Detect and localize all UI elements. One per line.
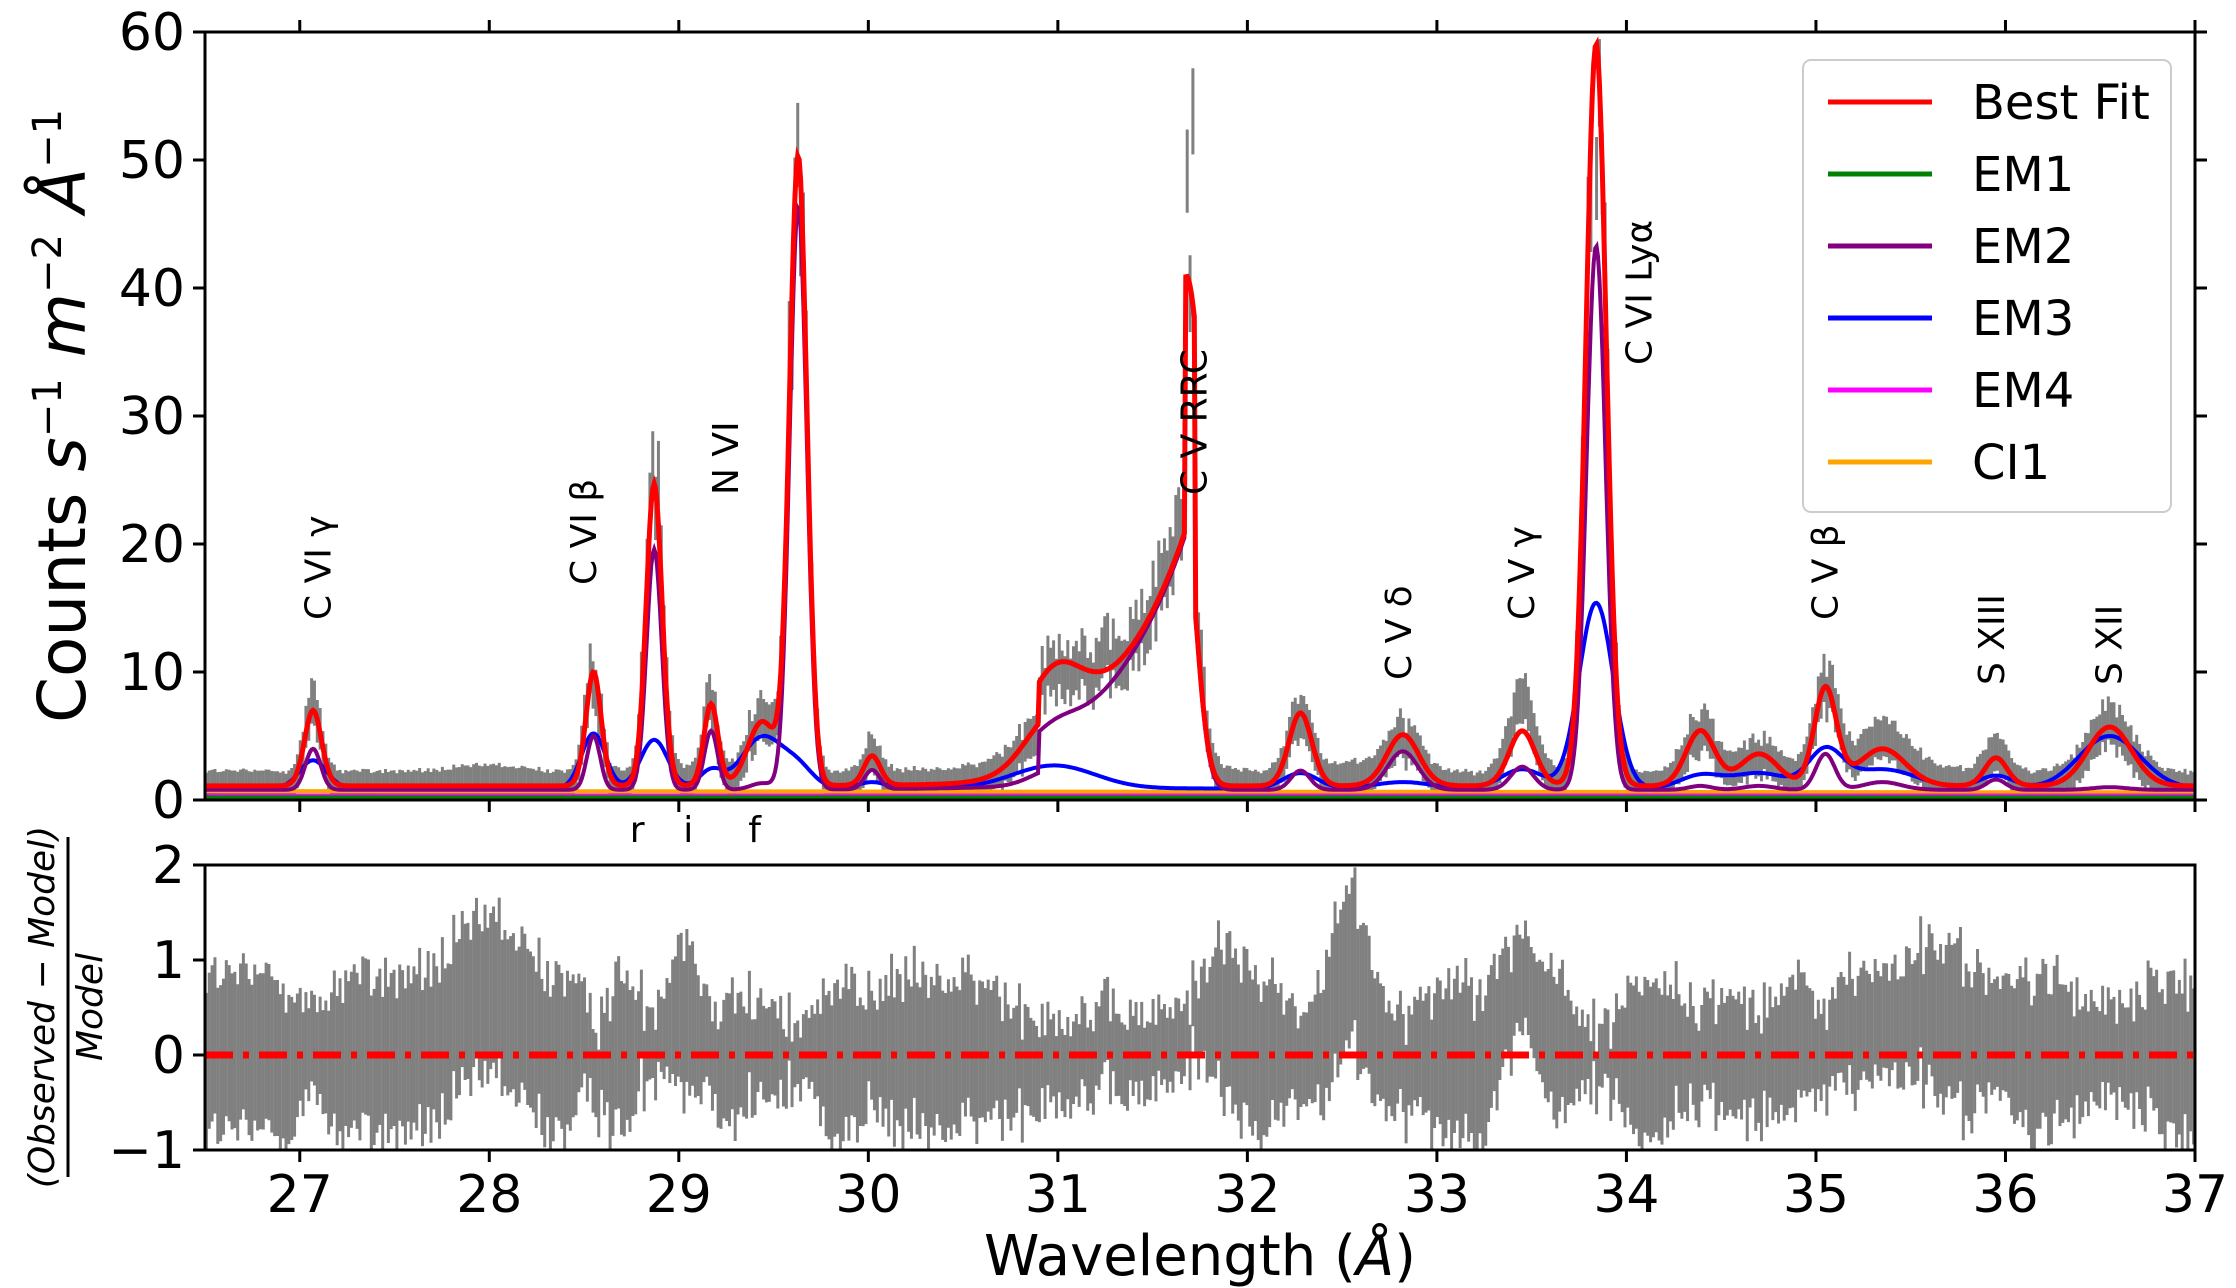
x-tick-label: 30 (835, 1165, 901, 1225)
residual-panel-frame (203, 863, 2197, 1152)
x-tick-label: 37 (2162, 1165, 2228, 1225)
residual-y-tick-label: 2 (152, 836, 185, 896)
x-axis-label: Wavelength (Å) (984, 1223, 1416, 1288)
residual-y-tick-label: −1 (108, 1121, 185, 1181)
x-tick-label: 27 (267, 1165, 333, 1225)
spectrum-data-layer (205, 36, 2195, 800)
residual-y-tick-label: 0 (152, 1026, 185, 1086)
line-label: C VI β (564, 479, 605, 585)
line-id-labels: C VI γ C VI β N VI C V RRC C V δ C V γ C VI Ly… (299, 220, 2131, 851)
y-tick-label: 0 (152, 771, 185, 831)
legend-label: EM4 (1972, 363, 2074, 419)
residual-y-axis-label: (Observed − Model) Model (22, 826, 111, 1188)
legend-label: EM2 (1972, 219, 2074, 275)
legend-label: EM1 (1972, 147, 2074, 203)
line-label: C V δ (1379, 585, 1420, 680)
legend-label: Best Fit (1972, 75, 2150, 131)
residual-ylabel-denominator: Model (70, 953, 111, 1061)
x-tick-label: 32 (1214, 1165, 1280, 1225)
y-tick-label: 20 (119, 515, 185, 575)
line-label: C VI Lyα (1620, 220, 1661, 365)
x-tick-label: 31 (1025, 1165, 1091, 1225)
chart-legend: Best Fit EM1 EM2 EM3 EM4 CI1 (1802, 59, 2172, 513)
line-label: S XII (2090, 605, 2131, 685)
y-tick-label: 10 (119, 643, 185, 703)
spectrum-axis-ticks: 0 10 20 30 40 50 60 (119, 3, 2207, 831)
y-tick-label: 40 (119, 259, 185, 319)
line-label: C V β (1805, 524, 1846, 620)
series-line-best-fit (205, 36, 2195, 789)
residual-errorbars (205, 867, 2195, 1150)
line-label: C VI γ (299, 515, 340, 620)
x-tick-label: 36 (1972, 1165, 2038, 1225)
legend-label: EM3 (1972, 291, 2074, 347)
line-label: C V RRC (1174, 349, 1215, 495)
residual-axis-ticks: 27 28 29 30 31 32 33 34 35 36 37 −1 0 1 2 (108, 836, 2228, 1225)
triplet-label: i (683, 810, 693, 851)
legend-label: CI1 (1972, 435, 2050, 491)
residual-ylabel-numerator: (Observed − Model) (22, 826, 63, 1188)
x-tick-label: 29 (646, 1165, 712, 1225)
line-label: C V γ (1502, 526, 1543, 620)
y-tick-label: 30 (119, 387, 185, 447)
x-tick-label: 28 (456, 1165, 522, 1225)
y-tick-label: 60 (119, 3, 185, 63)
x-tick-label: 35 (1783, 1165, 1849, 1225)
line-label: N VI (706, 421, 747, 495)
x-tick-label: 33 (1404, 1165, 1470, 1225)
spectrum-y-axis-label: Counts s−1 m−2 Å−1 (24, 109, 101, 723)
y-tick-label: 50 (119, 131, 185, 191)
residual-data-layer (205, 867, 2195, 1150)
residual-y-tick-label: 1 (152, 931, 185, 991)
line-label: S XIII (1972, 594, 2013, 685)
triplet-label: f (748, 810, 762, 851)
residual-panel: 27 28 29 30 31 32 33 34 35 36 37 −1 0 1 2 (Observed − … (22, 826, 2228, 1288)
x-tick-label: 34 (1593, 1165, 1659, 1225)
triplet-label: r (630, 810, 645, 851)
